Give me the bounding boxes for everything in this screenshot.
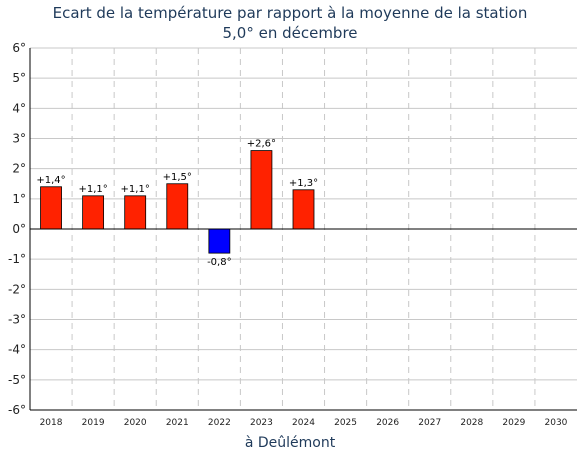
y-tick-label: 4° [12,101,26,115]
x-tick-label: 2019 [82,418,105,428]
x-tick-label: 2021 [166,418,189,428]
data-label-2021: +1,5° [163,172,192,183]
x-tick-label: 2020 [124,418,147,428]
data-label-2019: +1,1° [78,184,107,195]
bar-2021 [166,183,189,230]
data-label-2023: +2,6° [247,139,276,150]
y-tick-label: -5° [8,373,26,387]
x-tick-label: 2027 [418,418,441,428]
x-tick-label: 2018 [40,418,63,428]
y-tick-label: 6° [12,41,26,55]
y-tick-label: 1° [12,192,26,206]
data-label-2024: +1,3° [289,178,318,189]
x-tick-label: 2024 [292,418,315,428]
x-tick-label: 2030 [545,418,568,428]
x-tick-label: 2025 [334,418,357,428]
y-tick-label: 5° [12,71,26,85]
x-tick-label: 2023 [250,418,273,428]
x-tick-label: 2028 [460,418,483,428]
y-tick-label: -6° [8,403,26,417]
y-tick-label: -1° [8,252,26,266]
bar-2022 [208,228,231,254]
chart-title: Ecart de la température par rapport à la… [52,4,528,22]
data-label-2018: +1,4° [36,175,65,186]
x-axis-label: à Deûlémont [244,435,336,451]
y-tick-label: 2° [12,162,26,176]
chart-subtitle: 5,0° en décembre [222,24,358,42]
y-tick-label: -2° [8,282,26,296]
y-tick-label: 0° [12,222,26,236]
bar-2018 [40,186,62,230]
bar-2020 [124,195,147,230]
y-tick-label: 3° [12,132,26,146]
x-tick-label: 2026 [376,418,399,428]
y-tick-label: -4° [8,343,26,357]
data-label-2022: -0,8° [207,257,232,268]
x-tick-label: 2022 [208,418,231,428]
bar-2024 [292,189,315,230]
y-tick-label: -3° [8,313,26,327]
bar-2019 [82,195,105,230]
x-tick-label: 2029 [502,418,525,428]
bar-2023 [250,150,273,230]
data-label-2020: +1,1° [121,184,150,195]
